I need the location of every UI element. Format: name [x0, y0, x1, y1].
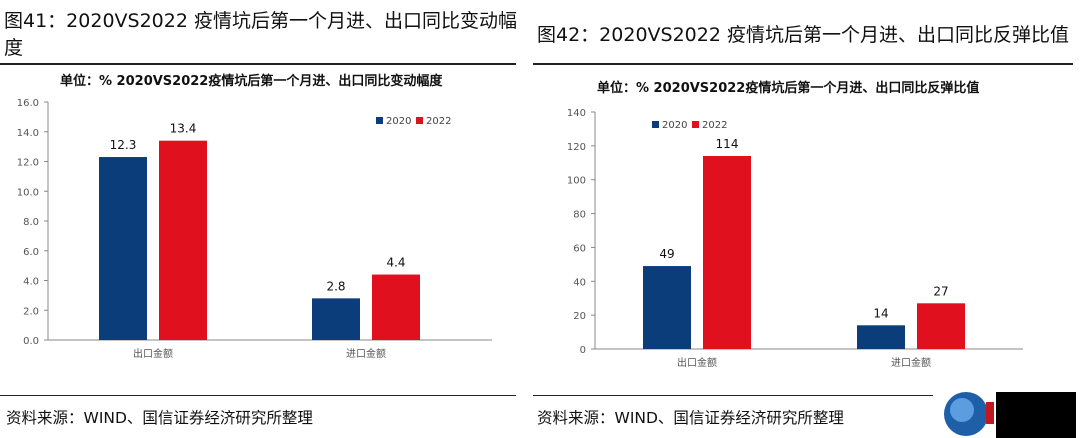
y-tick-label: 6.0	[23, 247, 39, 258]
bar-2022	[372, 274, 420, 340]
watermark-logo-icon	[944, 392, 1076, 438]
data-label: 14	[873, 306, 888, 320]
bar-2022	[159, 140, 207, 340]
bottom-rule	[533, 395, 933, 396]
y-tick-label: 60	[573, 243, 586, 254]
y-tick-label: 10.0	[17, 187, 39, 198]
legend-swatch-2020	[376, 117, 383, 124]
x-tick-label: 出口金额	[677, 356, 717, 369]
y-tick-label: 0	[580, 345, 586, 356]
data-label: 2.8	[326, 279, 345, 293]
y-tick-label: 12.0	[17, 158, 39, 169]
figure-42-source: 资料来源：WIND、国信证券经济研究所整理	[537, 409, 844, 427]
data-label: 12.3	[110, 138, 137, 152]
data-label: 49	[659, 247, 674, 261]
chart-title: 单位：% 2020VS2022疫情坑后第一个月进、出口同比变动幅度	[60, 73, 443, 89]
y-tick-label: 40	[573, 277, 586, 288]
chart-title: 单位：% 2020VS2022疫情坑后第一个月进、出口同比反弹比值	[597, 80, 979, 96]
bar-2022	[917, 303, 965, 349]
legend-label: 2022	[702, 120, 727, 131]
bar-2020	[857, 325, 905, 349]
chart-42: 单位：% 2020VS2022疫情坑后第一个月进、出口同比反弹比值 0 20 40 60…	[567, 80, 1023, 369]
bar-2020	[312, 298, 360, 340]
data-label: 27	[933, 284, 948, 298]
y-tick-label: 16.0	[17, 98, 39, 109]
y-tick-label: 8.0	[23, 217, 39, 228]
x-tick-label: 进口金额	[891, 356, 931, 369]
figure-41-source: 资料来源：WIND、国信证券经济研究所整理	[6, 409, 313, 427]
top-rule	[0, 63, 516, 65]
figure-42-title: 图42：2020VS2022 疫情坑后第一个月进、出口同比反弹比值	[537, 24, 1069, 46]
bar-2020	[643, 266, 691, 349]
y-tick-label: 20	[573, 311, 586, 322]
y-tick-label: 14.0	[17, 128, 39, 139]
y-tick-label: 80	[573, 210, 586, 221]
legend-swatch-2022	[692, 121, 699, 128]
y-tick-label: 2.0	[23, 306, 39, 317]
y-tick-label: 120	[567, 142, 586, 153]
chart-41: 单位：% 2020VS2022疫情坑后第一个月进、出口同比变动幅度 0.0 2.0 4…	[17, 73, 492, 360]
y-tick-label: 0.0	[23, 336, 39, 347]
y-tick-label: 100	[567, 176, 586, 187]
legend-label: 2020	[662, 120, 687, 131]
top-rule	[533, 63, 1073, 65]
bar-2022	[703, 156, 751, 349]
legend-swatch-2022	[416, 117, 423, 124]
x-tick-label: 进口金额	[346, 347, 386, 360]
data-label: 13.4	[170, 122, 197, 136]
bar-2020	[99, 157, 147, 340]
data-label: 4.4	[386, 256, 405, 270]
legend-label: 2022	[426, 116, 451, 127]
figure-41-title: 图41：2020VS2022 疫情坑后第一个月进、出口同比变动幅 度	[4, 10, 517, 59]
y-tick-label: 4.0	[23, 277, 39, 288]
legend-label: 2020	[386, 116, 411, 127]
y-tick-label: 140	[567, 108, 586, 119]
bottom-rule	[0, 395, 516, 396]
data-label: 114	[716, 137, 739, 151]
legend-swatch-2020	[652, 121, 659, 128]
x-tick-label: 出口金额	[133, 347, 173, 360]
